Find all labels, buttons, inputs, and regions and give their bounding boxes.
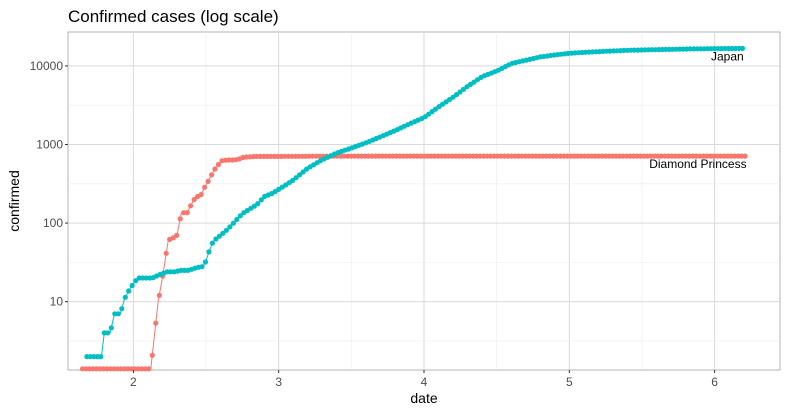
series-layer (79, 45, 748, 372)
y-tick-label: 1000 (36, 137, 63, 151)
japan-point (199, 264, 205, 270)
japan-point (457, 89, 463, 95)
x-tick-label: 6 (711, 375, 718, 389)
y-tick-label: 100 (43, 216, 63, 230)
diamond-princess-point (202, 184, 208, 190)
japan-point (98, 354, 104, 360)
diamond-princess-point (163, 250, 169, 256)
japan-point (227, 224, 233, 230)
japan-point (216, 233, 222, 239)
diamond-princess-point (191, 197, 197, 203)
diamond-princess-point (209, 172, 215, 178)
x-tick-label: 5 (566, 375, 573, 389)
x-axis-ticks: 2 3 4 5 6 (130, 370, 718, 389)
japan-point (202, 259, 209, 265)
japan-point (230, 220, 236, 226)
diamond-princess-point (205, 178, 211, 184)
x-tick-label: 3 (275, 375, 282, 389)
japan-point (290, 177, 296, 184)
japan-point (209, 240, 215, 246)
diamond-princess-point (149, 352, 155, 358)
japan-point (255, 201, 261, 207)
x-tick-label: 4 (421, 375, 428, 389)
japan-point (108, 325, 114, 331)
grid-lines (68, 32, 780, 370)
y-tick-label: 10000 (30, 59, 64, 73)
japan-point (223, 227, 229, 233)
diamond-princess-point (184, 210, 190, 216)
japan-point (206, 249, 212, 255)
japan-point (122, 294, 128, 300)
diamond-princess-point (146, 366, 152, 372)
diamond-princess-point (156, 292, 162, 298)
diamond-princess-point (212, 166, 218, 172)
japan-label: Japan (711, 49, 744, 63)
diamond-princess-point (742, 153, 748, 159)
diamond-princess-point (177, 216, 183, 222)
japan-point (234, 216, 240, 223)
y-axis-title: confirmed (6, 170, 22, 231)
japan-point (133, 278, 139, 284)
diamond-princess-point (188, 203, 194, 209)
japan-point (739, 45, 746, 52)
series-labels: Diamond Princess Japan (649, 49, 746, 171)
y-axis-ticks: 10 100 1000 10000 (30, 59, 68, 309)
japan-point (297, 172, 303, 178)
diamond-princess-label: Diamond Princess (649, 157, 746, 171)
x-axis-title: date (410, 390, 437, 406)
japan-point (129, 282, 135, 289)
japan-point (213, 236, 219, 242)
japan-point (300, 169, 306, 175)
japan-point (220, 230, 226, 236)
japan-point (119, 306, 125, 312)
y-tick-label: 10 (50, 295, 64, 309)
japan-point (293, 175, 299, 181)
japan-point (105, 330, 111, 336)
diamond-princess-point (174, 232, 180, 238)
japan-point (258, 197, 264, 203)
japan-point (126, 288, 132, 294)
japan-point (237, 213, 243, 219)
chart-title: Confirmed cases (log scale) (68, 7, 279, 26)
japan-point (115, 311, 121, 317)
x-tick-label: 2 (130, 375, 137, 389)
diamond-princess-point (198, 192, 204, 198)
diamond-princess-point (153, 320, 159, 326)
diamond-princess-point (215, 161, 222, 168)
